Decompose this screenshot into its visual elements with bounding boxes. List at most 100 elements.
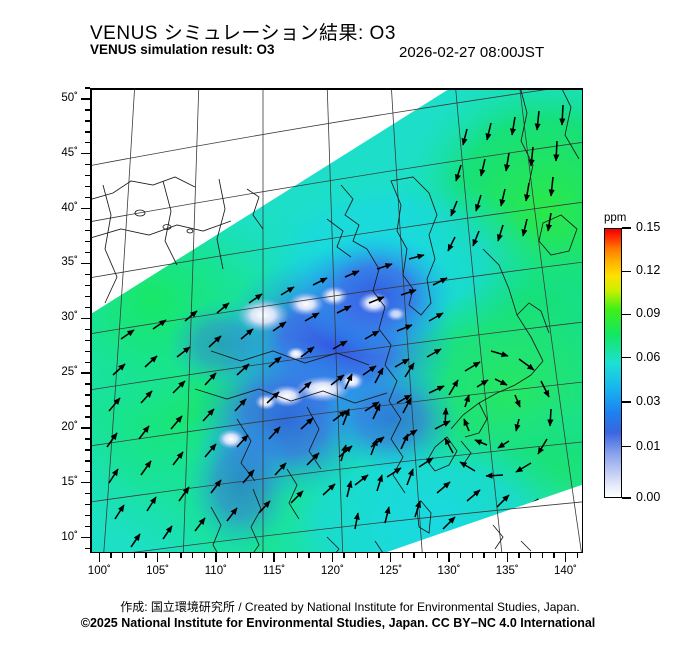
x-minor-tick [366, 553, 369, 558]
page-title-english: VENUS simulation result: O3 [90, 42, 275, 57]
y-minor-tick [85, 471, 90, 473]
y-axis-tick-label: 20˚ [61, 420, 78, 433]
x-major-tick [564, 553, 567, 562]
x-minor-tick [238, 553, 240, 558]
y-minor-tick [85, 515, 90, 517]
y-axis-tick-label: 25˚ [61, 366, 78, 379]
x-minor-tick [226, 553, 229, 558]
x-axis-tick-label: 130˚ [437, 565, 461, 577]
x-major-tick [156, 553, 159, 562]
x-axis-tick-label: 135˚ [495, 565, 519, 577]
colorbar-tick-label: 0.00 [636, 490, 661, 504]
x-axis-tick-label: 105˚ [146, 565, 170, 577]
timestamp-label: 2026-02-27 08:00JST [399, 44, 545, 61]
y-major-tick [81, 317, 90, 319]
x-minor-tick [483, 553, 485, 558]
colorbar-tick [622, 446, 631, 448]
y-major-tick [81, 372, 90, 374]
x-minor-tick [296, 553, 299, 558]
x-minor-tick [471, 553, 473, 558]
x-minor-tick [343, 553, 345, 558]
colorbar-tick-label: 0.03 [636, 394, 661, 409]
y-minor-tick [85, 438, 90, 440]
y-minor-tick [85, 460, 90, 462]
colorbar-tick [622, 401, 631, 403]
y-major-tick [81, 536, 90, 539]
y-minor-tick [85, 284, 90, 287]
x-minor-tick [459, 553, 462, 558]
colorbar-gradient [604, 228, 622, 498]
y-axis-tick-label: 10˚ [61, 530, 78, 543]
colorbar-unit-label: ppm [604, 212, 627, 224]
y-minor-tick [85, 493, 90, 495]
x-major-tick [98, 553, 100, 562]
y-minor-tick [85, 328, 90, 330]
colorbar-tick-label: 0.01 [636, 438, 661, 453]
y-axis-tick-label: 50˚ [61, 91, 78, 104]
y-minor-tick [85, 240, 90, 243]
y-minor-tick [85, 383, 90, 385]
coastline-outlines [91, 89, 580, 552]
x-minor-tick [250, 553, 252, 558]
y-minor-tick [85, 339, 90, 341]
x-minor-tick [576, 553, 578, 558]
colorbar [604, 228, 622, 498]
y-minor-tick [85, 273, 90, 276]
x-axis-tick-label: 125˚ [379, 565, 403, 577]
x-minor-tick [308, 553, 310, 558]
x-major-tick [331, 553, 334, 562]
graticule-lines [91, 89, 582, 552]
x-major-tick [390, 553, 392, 562]
x-minor-tick [110, 553, 112, 558]
x-minor-tick [133, 553, 135, 558]
x-axis-tick-label: 115˚ [263, 565, 286, 577]
y-minor-tick [85, 120, 90, 122]
y-minor-tick [85, 164, 90, 166]
y-minor-tick [85, 526, 90, 528]
x-minor-tick [378, 553, 380, 558]
colorbar-tick [622, 227, 631, 229]
x-minor-tick [145, 553, 147, 558]
colorbar-tick [622, 497, 631, 499]
x-minor-tick [121, 553, 124, 558]
y-minor-tick [85, 306, 90, 308]
x-minor-tick [261, 553, 264, 558]
x-axis-tick-label: 110˚ [204, 565, 227, 577]
y-major-tick [81, 153, 90, 155]
y-minor-tick [85, 394, 90, 396]
x-minor-tick [494, 553, 497, 558]
x-axis-tick-label: 100˚ [87, 565, 111, 577]
y-axis-tick-label: 15˚ [61, 475, 78, 488]
y-minor-tick [85, 547, 90, 550]
y-minor-tick [85, 361, 90, 363]
y-minor-tick [85, 405, 90, 407]
x-major-tick [273, 553, 275, 562]
map-canvas [91, 89, 582, 552]
wind-vector-field [106, 104, 566, 550]
x-minor-tick [180, 553, 182, 558]
y-minor-tick [85, 251, 90, 254]
y-minor-tick [85, 87, 90, 89]
x-minor-tick [436, 553, 438, 558]
x-minor-tick [425, 553, 427, 558]
y-minor-tick [85, 175, 90, 177]
x-minor-tick [355, 553, 357, 558]
y-major-tick [81, 262, 90, 265]
x-axis-tick-label: 120˚ [320, 565, 344, 577]
y-minor-tick [85, 109, 90, 111]
y-minor-tick [85, 229, 90, 232]
colorbar-tick-label: 0.09 [636, 306, 661, 321]
x-minor-tick [518, 553, 520, 558]
y-axis-tick-label: 30˚ [61, 311, 78, 324]
y-minor-tick [85, 218, 90, 221]
colorbar-tick [622, 270, 631, 272]
y-minor-tick [85, 186, 90, 188]
x-minor-tick [413, 553, 415, 558]
y-major-tick [81, 98, 90, 100]
y-minor-tick [85, 197, 90, 199]
colorbar-tick-label: 0.15 [636, 220, 661, 234]
x-major-tick [448, 553, 450, 562]
y-minor-tick [85, 350, 90, 352]
footer-license-line: ©2025 National Institute for Environment… [80, 616, 596, 630]
